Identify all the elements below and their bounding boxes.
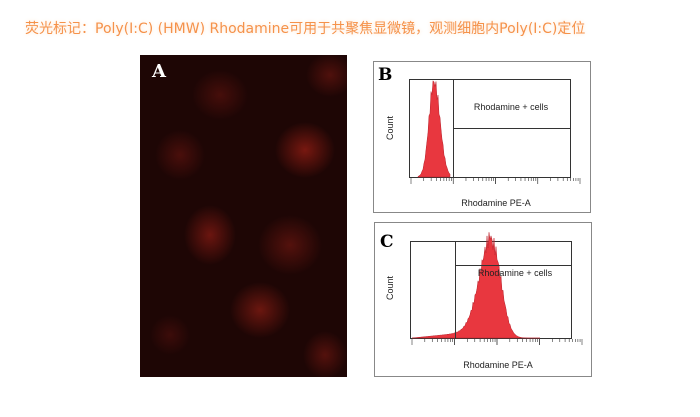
panel-c-xlabel: Rhodamine PE-A [463, 360, 533, 370]
panel-a-label: A [152, 61, 166, 82]
panel-b-frame [373, 61, 591, 213]
panel-c-label: C [380, 232, 394, 252]
panel-c-gate-label: Rhodamine + cells [478, 268, 553, 278]
panel-b-label: B [378, 65, 392, 85]
panel-b-histogram [417, 80, 451, 178]
panel-b-gate-label: Rhodamine + cells [474, 102, 549, 112]
panel-b-plot-frame [409, 79, 571, 178]
microscopy-image-panel-a: A [140, 55, 347, 377]
panel-b-axis-ticks [410, 178, 581, 184]
panel-c-ylabel: Count [385, 276, 395, 301]
panel-b-xlabel: Rhodamine PE-A [461, 198, 531, 208]
figure-caption: 荧光标记：Poly(I:C) (HMW) Rhodamine可用于共聚焦显微镜，… [25, 21, 586, 37]
panel-b-ylabel: Count [385, 116, 395, 141]
panel-c-histogram [411, 232, 541, 339]
panel-c-axis-ticks [411, 339, 583, 345]
